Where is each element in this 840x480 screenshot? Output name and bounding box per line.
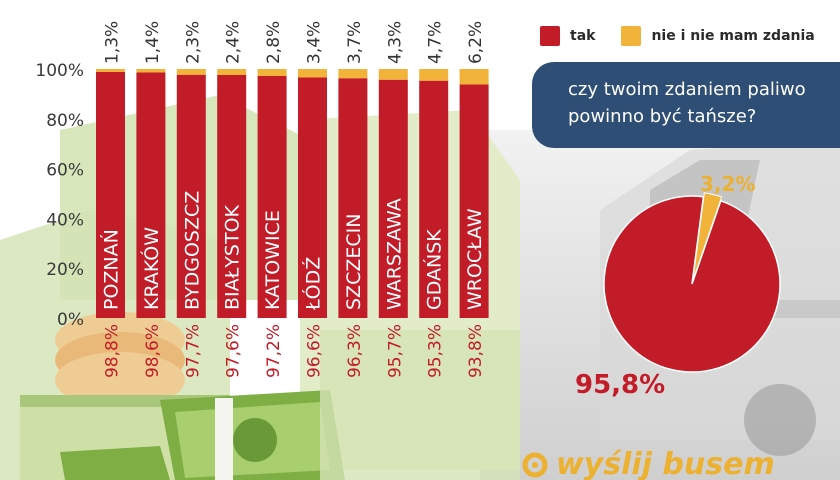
pie-label-tak: 95,8% <box>575 370 666 400</box>
bar-nie <box>459 69 489 85</box>
bar-tak <box>419 80 449 318</box>
y-tick-label: 20% <box>46 260 84 280</box>
category-label-bialystok: BIAŁYSTOK <box>222 204 244 310</box>
bar-nie <box>217 69 247 75</box>
bar-tak <box>378 79 408 318</box>
data-label-nie: 2,3% <box>183 21 203 64</box>
y-tick-label: 0% <box>57 310 84 330</box>
data-label-tak: 95,3% <box>426 324 446 378</box>
bar-tak <box>298 77 327 318</box>
logo-ring-icon <box>522 452 548 478</box>
bar-nie <box>136 69 166 73</box>
y-tick-label: 40% <box>46 210 84 230</box>
data-label-tak: 93,8% <box>466 324 486 378</box>
bar-tak <box>96 71 125 318</box>
data-label-tak: 97,6% <box>224 324 244 378</box>
data-label-nie: 2,4% <box>224 21 244 64</box>
bar-tak <box>136 72 166 319</box>
data-label-nie: 6,2% <box>466 21 486 64</box>
data-label-tak: 98,6% <box>143 324 163 378</box>
bar-nie <box>378 69 408 80</box>
legend-item-tak: tak <box>540 26 595 46</box>
data-label-tak: 95,7% <box>385 324 405 378</box>
y-tick-label: 60% <box>46 161 84 181</box>
category-label-warszawa: WARSZAWA <box>383 198 405 310</box>
category-label-wroclaw: WROCŁAW <box>464 208 486 310</box>
legend-swatch-tak <box>540 26 560 46</box>
category-label-gdansk: GDAŃSK <box>423 229 446 310</box>
data-label-tak: 98,8% <box>103 324 123 378</box>
bar-nie <box>338 69 368 79</box>
brand-logo: wyślij busem <box>522 448 840 480</box>
bar-nie <box>96 69 125 72</box>
bar-tak <box>217 74 247 318</box>
data-label-nie: 4,3% <box>385 21 405 64</box>
legend-item-nie: nie i nie mam zdania <box>621 26 815 46</box>
data-label-tak: 96,6% <box>305 324 325 378</box>
data-label-tak: 97,7% <box>183 324 203 378</box>
data-label-nie: 1,4% <box>143 21 163 64</box>
category-label-lodz: ŁÓDŹ <box>301 257 325 311</box>
bar-tak <box>338 78 368 318</box>
y-tick-label: 80% <box>46 111 84 131</box>
category-label-krakow: KRAKÓW <box>139 227 163 310</box>
bar-tak <box>257 75 287 318</box>
data-label-nie: 1,3% <box>103 21 123 64</box>
data-label-nie: 4,7% <box>426 21 446 64</box>
bar-tak <box>459 84 489 318</box>
category-label-szczecin: SZCZECIN <box>343 214 365 310</box>
bar-nie <box>176 69 206 75</box>
category-label-katowice: KATOWICE <box>262 210 284 310</box>
y-axis: 0% 20% 40% 60% 80% 100% <box>35 61 84 330</box>
data-label-tak: 96,3% <box>345 324 365 378</box>
bar-nie <box>257 69 287 76</box>
legend-label-tak: tak <box>570 28 596 44</box>
pie-chart <box>603 192 781 373</box>
legend-swatch-nie <box>621 26 642 46</box>
bar-nie <box>298 69 327 78</box>
y-tick-label: 100% <box>35 61 84 81</box>
data-label-nie: 3,4% <box>305 21 325 64</box>
legend: tak nie i nie mam zdania <box>540 24 815 48</box>
data-label-tak: 97,2% <box>264 324 284 378</box>
bar-nie <box>419 69 449 81</box>
data-label-nie: 3,7% <box>345 21 365 64</box>
category-label-poznan: POZNAŃ <box>100 229 123 310</box>
category-label-bydgoszcz: BYDGOSZCZ <box>181 191 203 310</box>
pie-slice-tak <box>603 195 781 373</box>
legend-label-nie: nie i nie mam zdania <box>651 28 815 44</box>
question-text: czy twoim zdaniem paliwo powinno być tań… <box>568 79 806 127</box>
data-label-nie: 2,8% <box>264 21 284 64</box>
question-box: czy twoim zdaniem paliwo powinno być tań… <box>532 62 840 148</box>
logo-text: wyślij busem <box>556 447 775 480</box>
bar-chart: POZNAŃ 1,3% 98,8% KRAKÓW 1,4% 98,6% BYDGOSZCZ 2… <box>96 21 489 378</box>
pie-label-nie: 3,2% <box>700 172 756 196</box>
bar-tak <box>176 74 206 319</box>
